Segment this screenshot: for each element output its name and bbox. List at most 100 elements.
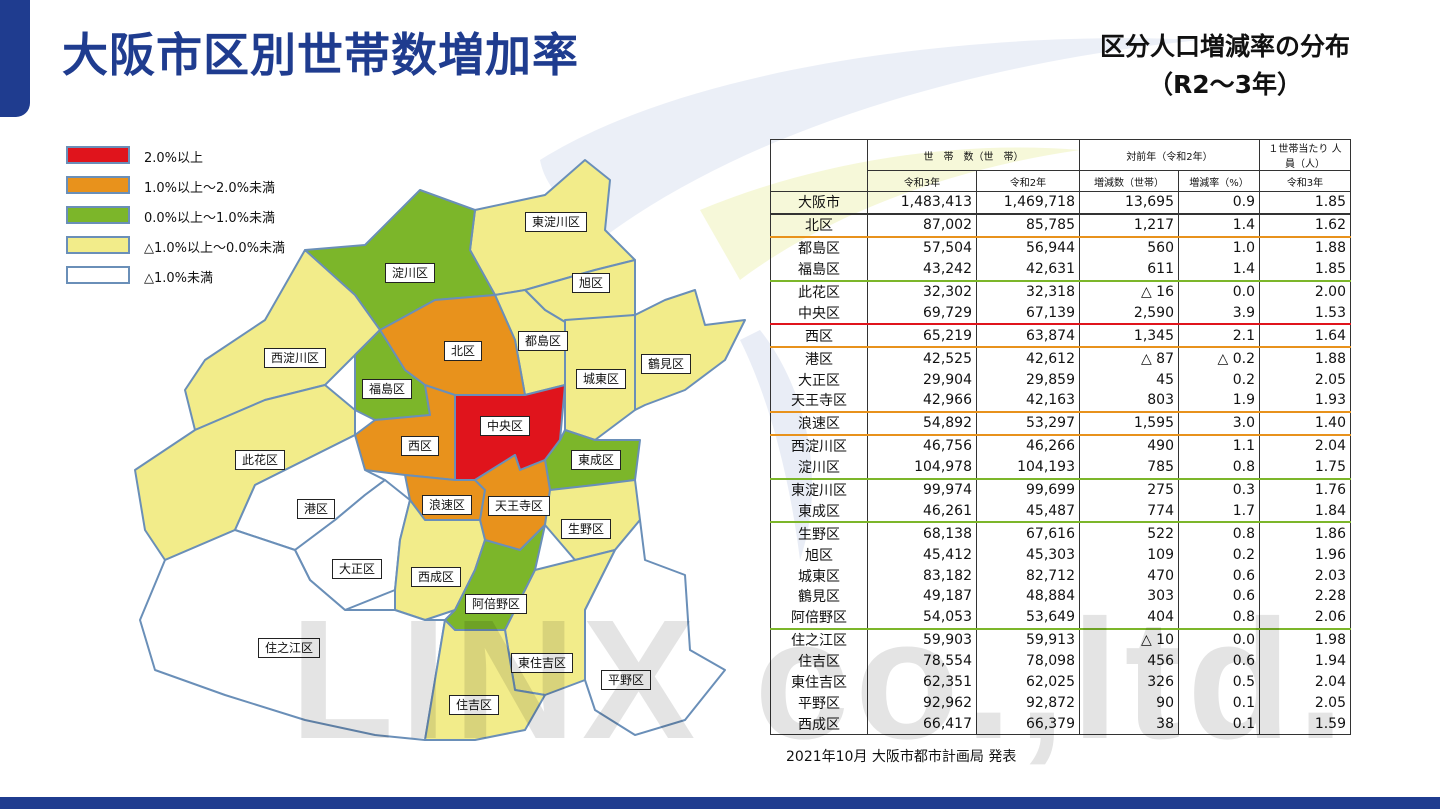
cell-change: △ 87 — [1079, 347, 1179, 370]
cell-change: 326 — [1079, 671, 1179, 693]
legend-swatch — [66, 266, 130, 284]
cell-households-r3: 54,892 — [867, 411, 977, 436]
table-row: 生野区 68,138 67,616 522 0.8 1.86 — [770, 522, 1351, 545]
table-row: 阿倍野区 54,053 53,649 404 0.8 2.06 — [770, 606, 1351, 630]
osaka-ward-map: 東淀川区 淀川区 旭区 都島区 北区 西淀川区 城東区 鶴見区 福島区 中央区 … — [125, 150, 750, 750]
cell-rate: 0.0 — [1178, 280, 1260, 303]
cell-households-r3: 65,219 — [867, 324, 977, 349]
cell-households-r3: 92,962 — [867, 692, 977, 714]
ward-label: 都島区 — [518, 331, 569, 352]
cell-per-household: 2.06 — [1259, 606, 1351, 630]
cell-change: 109 — [1079, 544, 1179, 566]
source-note: 2021年10月 大阪市都市計画局 発表 — [786, 749, 1017, 765]
table-row: 大阪市 1,483,413 1,469,718 13,695 0.9 1.85 — [770, 190, 1351, 215]
cell-rate: 0.2 — [1178, 369, 1260, 391]
cell-change: △ 16 — [1079, 280, 1179, 303]
cell-households-r3: 83,182 — [867, 565, 977, 587]
cell-ward-name: 都島区 — [770, 236, 868, 259]
cell-ward-name: 天王寺区 — [770, 390, 868, 413]
header-vs-prev: 対前年（令和2年） — [1079, 139, 1260, 171]
cell-per-household: 1.94 — [1259, 650, 1351, 672]
ward-label: 東淀川区 — [525, 212, 588, 233]
cell-ward-name: 福島区 — [770, 258, 868, 282]
cell-households-r2: 45,487 — [976, 500, 1080, 524]
cell-rate: 0.6 — [1178, 650, 1260, 672]
cell-change: 38 — [1079, 713, 1179, 736]
ward-label: 港区 — [297, 499, 336, 520]
header-rate: 増減率（%） — [1178, 170, 1260, 192]
cell-ward-name: 西成区 — [770, 713, 868, 736]
cell-rate: 0.8 — [1178, 606, 1260, 630]
table-row: 城東区 83,182 82,712 470 0.6 2.03 — [770, 565, 1351, 587]
table-row: 中央区 69,729 67,139 2,590 3.9 1.53 — [770, 302, 1351, 326]
ward-label: 住吉区 — [449, 695, 500, 716]
table-row: 此花区 32,302 32,318 △ 16 0.0 2.00 — [770, 280, 1351, 303]
cell-ward-name: 此花区 — [770, 280, 868, 303]
ward-label: 東住吉区 — [511, 653, 574, 674]
table-row: 福島区 43,242 42,631 611 1.4 1.85 — [770, 258, 1351, 282]
ward-label: 住之江区 — [258, 638, 321, 659]
table-row: 鶴見区 49,187 48,884 303 0.6 2.28 — [770, 586, 1351, 607]
header-per-r3: 令和3年 — [1259, 170, 1351, 192]
cell-households-r3: 1,483,413 — [867, 190, 977, 215]
cell-per-household: 1.85 — [1259, 190, 1351, 215]
legend-swatch — [66, 206, 130, 224]
cell-households-r2: 45,303 — [976, 544, 1080, 566]
cell-households-r2: 67,616 — [976, 522, 1080, 545]
cell-rate: 1.4 — [1178, 258, 1260, 282]
legend-item: 2.0%以上 — [66, 146, 326, 168]
ward-label: 阿倍野区 — [465, 594, 528, 615]
cell-per-household: 1.85 — [1259, 258, 1351, 282]
cell-households-r2: 56,944 — [976, 236, 1080, 259]
table-row: 旭区 45,412 45,303 109 0.2 1.96 — [770, 544, 1351, 566]
cell-rate: △ 0.2 — [1178, 347, 1260, 370]
cell-ward-name: 住吉区 — [770, 650, 868, 672]
cell-households-r2: 99,699 — [976, 478, 1080, 501]
table-row: 東成区 46,261 45,487 774 1.7 1.84 — [770, 500, 1351, 524]
cell-change: 560 — [1079, 236, 1179, 259]
cell-per-household: 1.93 — [1259, 390, 1351, 413]
ward-label: 西成区 — [411, 567, 462, 588]
bottom-accent-bar — [0, 797, 1440, 809]
cell-per-household: 1.86 — [1259, 522, 1351, 545]
cell-households-r3: 69,729 — [867, 302, 977, 326]
cell-per-household: 1.84 — [1259, 500, 1351, 524]
cell-households-r3: 42,525 — [867, 347, 977, 370]
cell-rate: 1.1 — [1178, 434, 1260, 457]
cell-households-r3: 46,261 — [867, 500, 977, 524]
ward-label: 旭区 — [572, 273, 611, 294]
cell-households-r3: 54,053 — [867, 606, 977, 630]
legend-item: △1.0%未満 — [66, 266, 326, 288]
cell-households-r3: 43,242 — [867, 258, 977, 282]
table-row: 浪速区 54,892 53,297 1,595 3.0 1.40 — [770, 411, 1351, 436]
cell-households-r3: 45,412 — [867, 544, 977, 566]
legend-label: 1.0%以上～2.0%未満 — [144, 181, 276, 196]
household-data-table: 世 帯 数（世 帯） 対前年（令和2年） １世帯当たり 人員（人） 令和3年 令… — [770, 139, 1351, 736]
cell-households-r3: 57,504 — [867, 236, 977, 259]
cell-households-r2: 42,612 — [976, 347, 1080, 370]
table-body: 大阪市 1,483,413 1,469,718 13,695 0.9 1.85 北区 87,0… — [770, 190, 1351, 736]
cell-rate: 0.6 — [1178, 586, 1260, 607]
cell-per-household: 1.59 — [1259, 713, 1351, 736]
cell-ward-name: 淀川区 — [770, 456, 868, 480]
cell-rate: 1.0 — [1178, 236, 1260, 259]
legend-swatch — [66, 236, 130, 254]
cell-households-r3: 29,904 — [867, 369, 977, 391]
cell-ward-name: 城東区 — [770, 565, 868, 587]
cell-rate: 3.0 — [1178, 411, 1260, 436]
cell-rate: 2.1 — [1178, 324, 1260, 349]
cell-rate: 3.9 — [1178, 302, 1260, 326]
cell-per-household: 2.04 — [1259, 434, 1351, 457]
cell-per-household: 1.76 — [1259, 478, 1351, 501]
cell-households-r3: 59,903 — [867, 628, 977, 651]
cell-ward-name: 大正区 — [770, 369, 868, 391]
table-row: 平野区 92,962 92,872 90 0.1 2.05 — [770, 692, 1351, 714]
table-row: 港区 42,525 42,612 △ 87 △ 0.2 1.88 — [770, 347, 1351, 370]
legend-label: 0.0%以上～1.0%未満 — [144, 211, 276, 226]
cell-ward-name: 阿倍野区 — [770, 606, 868, 630]
ward-label: 西淀川区 — [264, 348, 327, 369]
chart-subtitle: 区分人口増減率の分布 （R2～3年） — [1060, 28, 1390, 103]
cell-per-household: 2.05 — [1259, 692, 1351, 714]
table-row: 西区 65,219 63,874 1,345 2.1 1.64 — [770, 324, 1351, 349]
ward-label: 平野区 — [601, 670, 652, 691]
